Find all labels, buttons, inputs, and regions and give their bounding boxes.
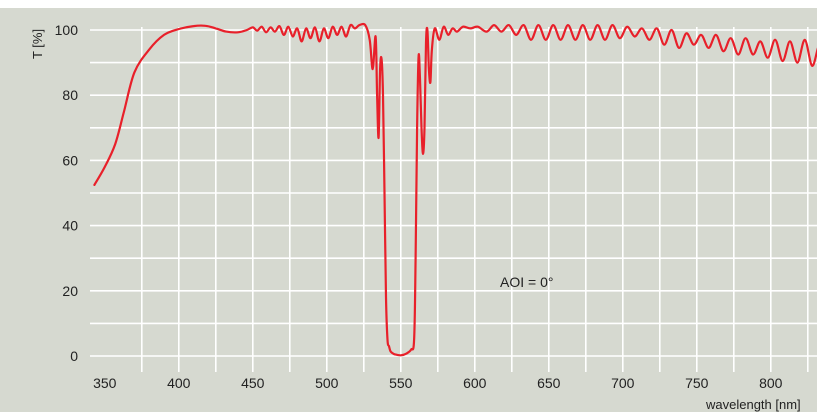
x-tick-label: 550 — [389, 375, 413, 391]
plot-area — [90, 27, 817, 372]
x-tick-label: 350 — [93, 375, 117, 391]
aoi-annotation: AOI = 0° — [500, 274, 553, 290]
grid — [90, 27, 817, 372]
y-axis-title: T [%] — [30, 29, 45, 59]
y-tick-label: 0 — [70, 348, 78, 364]
x-tick-label: 700 — [611, 375, 635, 391]
x-tick-label: 400 — [167, 375, 191, 391]
transmission-series-line — [93, 22, 817, 357]
x-tick-label: 500 — [315, 375, 339, 391]
x-axis-title: wavelength [nm] — [705, 397, 801, 412]
y-tick-label: 20 — [62, 283, 78, 299]
series-layer — [93, 22, 817, 357]
x-tick-label: 600 — [463, 375, 487, 391]
y-tick-label: 80 — [62, 87, 78, 103]
y-tick-label: 60 — [62, 152, 78, 168]
tick-labels: 3504004505005506006507007508008500204060… — [55, 22, 783, 391]
x-tick-label: 750 — [685, 375, 709, 391]
x-tick-label: 450 — [241, 375, 265, 391]
y-tick-label: 40 — [62, 218, 78, 234]
x-tick-label: 800 — [759, 375, 783, 391]
x-tick-label: 650 — [537, 375, 561, 391]
y-tick-label: 100 — [55, 22, 79, 38]
